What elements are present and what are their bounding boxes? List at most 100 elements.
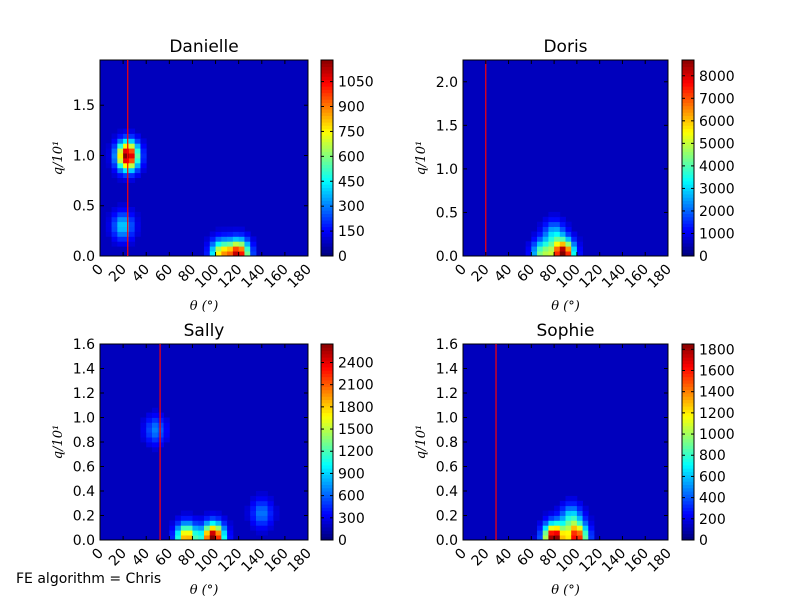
colorbar-segment	[682, 69, 694, 74]
heatmap-cell	[204, 251, 211, 257]
colorbar-segment	[682, 112, 694, 117]
heatmap-cell	[152, 432, 159, 438]
colorbar-tick-label: 6000	[699, 114, 735, 130]
heatmap-cell	[128, 211, 136, 218]
colorbar-tick-label: 2400	[338, 355, 374, 371]
heatmap-cell	[111, 133, 118, 139]
heatmap-cell	[548, 525, 555, 531]
heatmap-cell	[542, 221, 549, 227]
colorbar-segment	[321, 500, 333, 505]
y-tick-label: 1.6	[436, 337, 458, 353]
colorbar-tick-label: 1000	[699, 427, 735, 443]
colorbar-segment	[682, 379, 694, 384]
heatmap-cell	[238, 251, 245, 257]
colorbar-segment	[321, 216, 333, 221]
heatmap-cell	[261, 520, 268, 526]
heatmap-cell	[186, 530, 193, 536]
colorbar-tick-label: 900	[338, 100, 365, 116]
heatmap-cell	[227, 246, 234, 252]
heatmap-cell	[123, 153, 130, 159]
heatmap-cell	[128, 231, 136, 237]
heatmap-cell	[559, 251, 566, 257]
heatmap-cell	[134, 216, 141, 223]
heatmap-cell	[117, 172, 124, 178]
colorbar-tick-label: 1200	[699, 406, 735, 422]
heatmap-cell	[215, 226, 222, 232]
heatmap-cell	[256, 530, 263, 536]
heatmap-cell	[267, 500, 274, 507]
heatmap-cell	[215, 246, 222, 252]
colorbar-segment	[682, 455, 694, 459]
colorbar-segment	[321, 419, 333, 423]
heatmap-cell	[111, 172, 118, 178]
colorbar-segment	[321, 141, 333, 146]
heatmap-cell	[140, 417, 147, 423]
heatmap-cell	[232, 226, 240, 232]
heatmap-cell	[565, 226, 572, 232]
colorbar-tick-label: 2100	[338, 378, 374, 394]
heatmap-cell	[525, 241, 532, 247]
colorbar-segment	[321, 350, 333, 355]
colorbar-segment	[321, 213, 333, 218]
heatmap-cell	[117, 148, 124, 154]
colorbar-segment	[682, 500, 694, 505]
heatmap-cell	[128, 148, 136, 154]
heatmap-cell	[111, 231, 118, 237]
heatmap-cell	[565, 221, 572, 227]
colorbar-segment	[321, 494, 333, 499]
colorbar-segment	[682, 402, 694, 407]
heatmap-cell	[542, 515, 549, 521]
chart-title: Sophie	[537, 321, 595, 341]
heatmap-cell	[244, 241, 251, 247]
heatmap-cell	[261, 495, 268, 502]
heatmap-cell	[117, 231, 124, 237]
colorbar-segment	[321, 223, 333, 228]
colorbar-segment	[321, 487, 333, 492]
heatmap-cell	[128, 143, 136, 149]
heatmap-cell	[140, 422, 147, 428]
y-tick-label: 1.5	[73, 98, 95, 114]
heatmap-cell	[559, 246, 566, 252]
heatmap-cell	[215, 231, 222, 237]
colorbar-segment	[321, 386, 333, 391]
heatmap-cell	[123, 216, 130, 223]
heatmap-cell	[542, 525, 549, 531]
heatmap-cell	[221, 525, 228, 531]
colorbar-segment	[321, 504, 333, 508]
heatmap-cell	[175, 520, 182, 526]
colorbar-segment	[321, 428, 333, 433]
heatmap-cell	[169, 530, 176, 536]
heatmap-cell	[134, 211, 141, 218]
x-axis-label: θ (°)	[551, 583, 580, 598]
heatmap-cell	[548, 241, 555, 247]
colorbar-tick-label: 1500	[338, 422, 374, 438]
colorbar-segment	[321, 242, 333, 247]
colorbar-segment	[682, 154, 694, 159]
heatmap-cell	[571, 520, 578, 526]
x-tick-label: 20	[106, 546, 130, 570]
heatmap-cell	[554, 216, 561, 223]
heatmap-cell	[565, 241, 572, 247]
heatmap-cell	[134, 143, 141, 149]
heatmap-cell	[140, 153, 147, 159]
heatmap-cell	[565, 515, 572, 521]
heatmap-cell	[180, 535, 188, 541]
heatmap-cell	[227, 520, 234, 526]
heatmap-cell	[169, 535, 176, 541]
y-tick-label: 0.8	[436, 435, 458, 451]
colorbar-segment	[682, 79, 694, 84]
heatmap-cell	[261, 500, 268, 507]
colorbar-segment	[682, 360, 694, 365]
heatmap-cell	[525, 246, 532, 252]
heatmap-cell	[134, 226, 141, 232]
heatmap-cell	[267, 515, 274, 521]
colorbar-segment	[682, 396, 694, 401]
colorbar-tick-label: 1200	[338, 444, 374, 460]
colorbar-segment	[321, 497, 333, 502]
heatmap-cell	[531, 231, 538, 237]
heatmap-cell	[117, 153, 124, 159]
heatmap-cell	[157, 442, 164, 448]
heatmap-cell	[123, 167, 130, 174]
